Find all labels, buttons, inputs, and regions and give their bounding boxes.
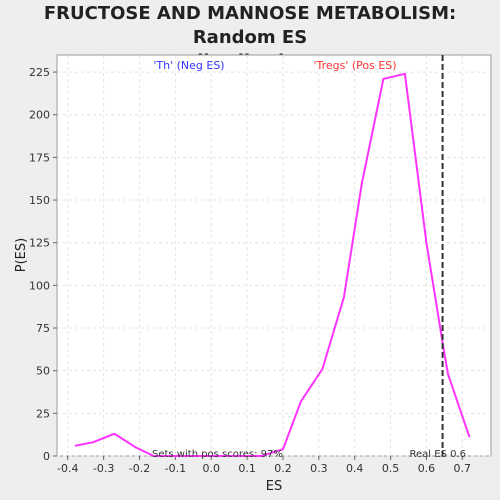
x-tick-label: 0.1: [238, 462, 256, 475]
y-tick-label: 100: [29, 279, 50, 292]
y-tick-label: 175: [29, 151, 50, 164]
y-tick-label: 50: [36, 365, 50, 378]
y-tick-label: 25: [36, 407, 50, 420]
x-tick-label: 0.5: [382, 462, 400, 475]
neg-es-label: 'Th' (Neg ES): [153, 59, 224, 72]
real-es-label: Real ES 0.6: [410, 449, 466, 460]
x-tick-label: -0.1: [165, 462, 186, 475]
pos-es-label: 'Tregs' (Pos ES): [313, 59, 396, 72]
y-tick-label: 0: [43, 450, 50, 463]
x-tick-label: 0.0: [202, 462, 220, 475]
x-tick-label: 0.6: [418, 462, 436, 475]
sets-with-pos-scores-label: Sets with pos scores: 97%: [152, 449, 283, 460]
x-axis-title: ES: [266, 479, 282, 494]
x-tick-label: 0.3: [310, 462, 328, 475]
y-tick-label: 200: [29, 109, 50, 122]
y-tick-label: 150: [29, 194, 50, 207]
x-tick-label: 0.4: [346, 462, 364, 475]
y-tick-label: 75: [36, 322, 50, 335]
x-tick-label: -0.2: [129, 462, 150, 475]
x-tick-label: 0.2: [274, 462, 292, 475]
y-tick-label: 125: [29, 237, 50, 250]
x-tick-label: 0.7: [454, 462, 472, 475]
y-tick-label: 225: [29, 66, 50, 79]
y-axis-title: P(ES): [14, 238, 29, 272]
x-tick-label: -0.4: [57, 462, 78, 475]
x-tick-label: -0.3: [93, 462, 114, 475]
